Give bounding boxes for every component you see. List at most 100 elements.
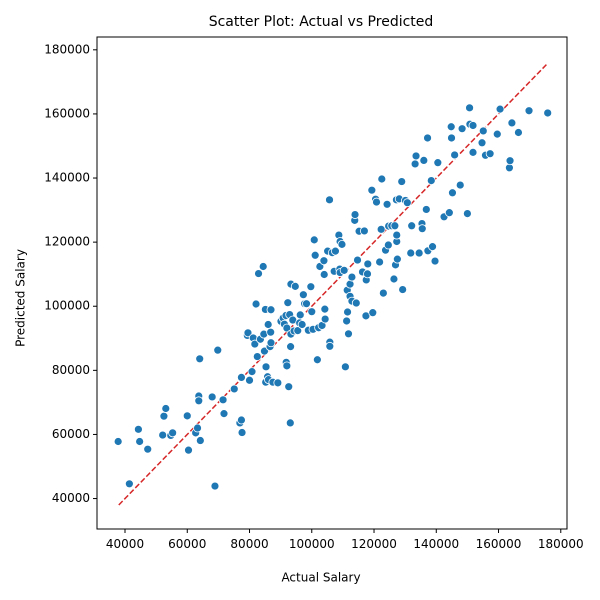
data-point [430,256,440,266]
data-point [266,327,276,337]
data-point [266,305,276,315]
data-point [219,409,229,419]
data-point [184,445,193,455]
data-point [247,367,257,377]
chart-title: Scatter Plot: Actual vs Predicted [209,14,434,30]
data-point [406,248,416,258]
data-point [417,224,427,234]
data-point [195,354,205,364]
x-tick-label: 80000 [230,537,268,551]
data-point [143,444,153,454]
data-point [347,272,357,282]
data-point [306,282,316,292]
x-tick-label: 40000 [106,537,144,551]
y-tick-label: 40000 [52,491,90,505]
data-point [524,106,534,116]
x-axis-label: Actual Salary [281,571,360,585]
x-tick-label: 160000 [476,537,522,551]
x-tick-label: 100000 [289,537,335,551]
data-point [444,208,454,218]
data-point [182,411,192,421]
data-point [382,199,392,209]
data-point [307,307,317,317]
data-point [492,129,502,139]
data-point [392,254,402,264]
data-point [363,269,372,279]
data-point [158,430,168,440]
data-point [258,262,268,271]
data-point [398,285,408,294]
data-point [372,197,381,207]
data-point [342,316,352,326]
data-point [378,288,388,298]
data-point [135,437,145,446]
data-point [218,395,228,405]
data-point [426,176,436,185]
data-point [285,418,295,428]
data-point [419,156,429,165]
data-point [428,242,437,252]
data-point [377,174,387,184]
y-tick-label: 100000 [44,299,90,313]
data-point [446,122,456,132]
data-point [465,103,474,113]
data-point [368,308,378,318]
data-point [252,352,262,361]
x-tick-label: 60000 [168,537,206,551]
data-point [410,159,420,169]
data-point [320,304,330,314]
data-point [367,185,377,195]
data-point [245,375,254,385]
data-point [286,342,296,352]
y-axis-ticks: 40000 60000 80000 100000 120000 140000 160000 1… [44,42,97,505]
data-point [290,281,300,291]
data-point [210,481,220,491]
data-point [237,428,247,437]
data-point [237,372,246,382]
data-point [397,177,407,186]
data-point [251,299,261,309]
data-point [507,118,517,128]
y-tick-label: 60000 [52,427,90,441]
data-point [194,396,204,406]
data-point [195,436,205,445]
data-point [310,250,320,260]
data-point [319,256,329,266]
data-point [284,382,294,392]
data-point [282,361,292,371]
data-point [468,147,478,157]
y-tick-label: 160000 [44,106,90,120]
data-point [124,479,134,489]
data-point [266,338,276,348]
data-point [448,188,457,198]
data-point [283,298,293,308]
data-point [263,320,273,329]
x-tick-label: 180000 [538,537,584,551]
data-point [325,341,335,351]
data-point [462,209,472,219]
data-point [363,259,373,269]
data-point [392,230,402,240]
data-point [344,329,353,339]
x-axis-ticks: 40000 60000 80000 100000 120000 140000 160000 1… [106,529,584,551]
plot-area-frame [96,36,568,530]
data-point [309,235,319,245]
data-point [273,378,283,388]
data-point [455,180,465,190]
data-points-layer [113,103,553,491]
x-tick-label: 140000 [413,537,459,551]
data-point [390,221,400,231]
x-tick-label: 120000 [351,537,397,551]
data-point [375,257,385,267]
data-point [350,210,360,219]
data-point [337,239,347,249]
data-point [411,151,421,161]
data-point [447,133,456,143]
data-point [457,124,467,134]
data-point [229,384,239,394]
data-point [359,226,369,236]
data-point [302,299,311,309]
data-point [207,392,217,402]
data-point [213,345,223,355]
